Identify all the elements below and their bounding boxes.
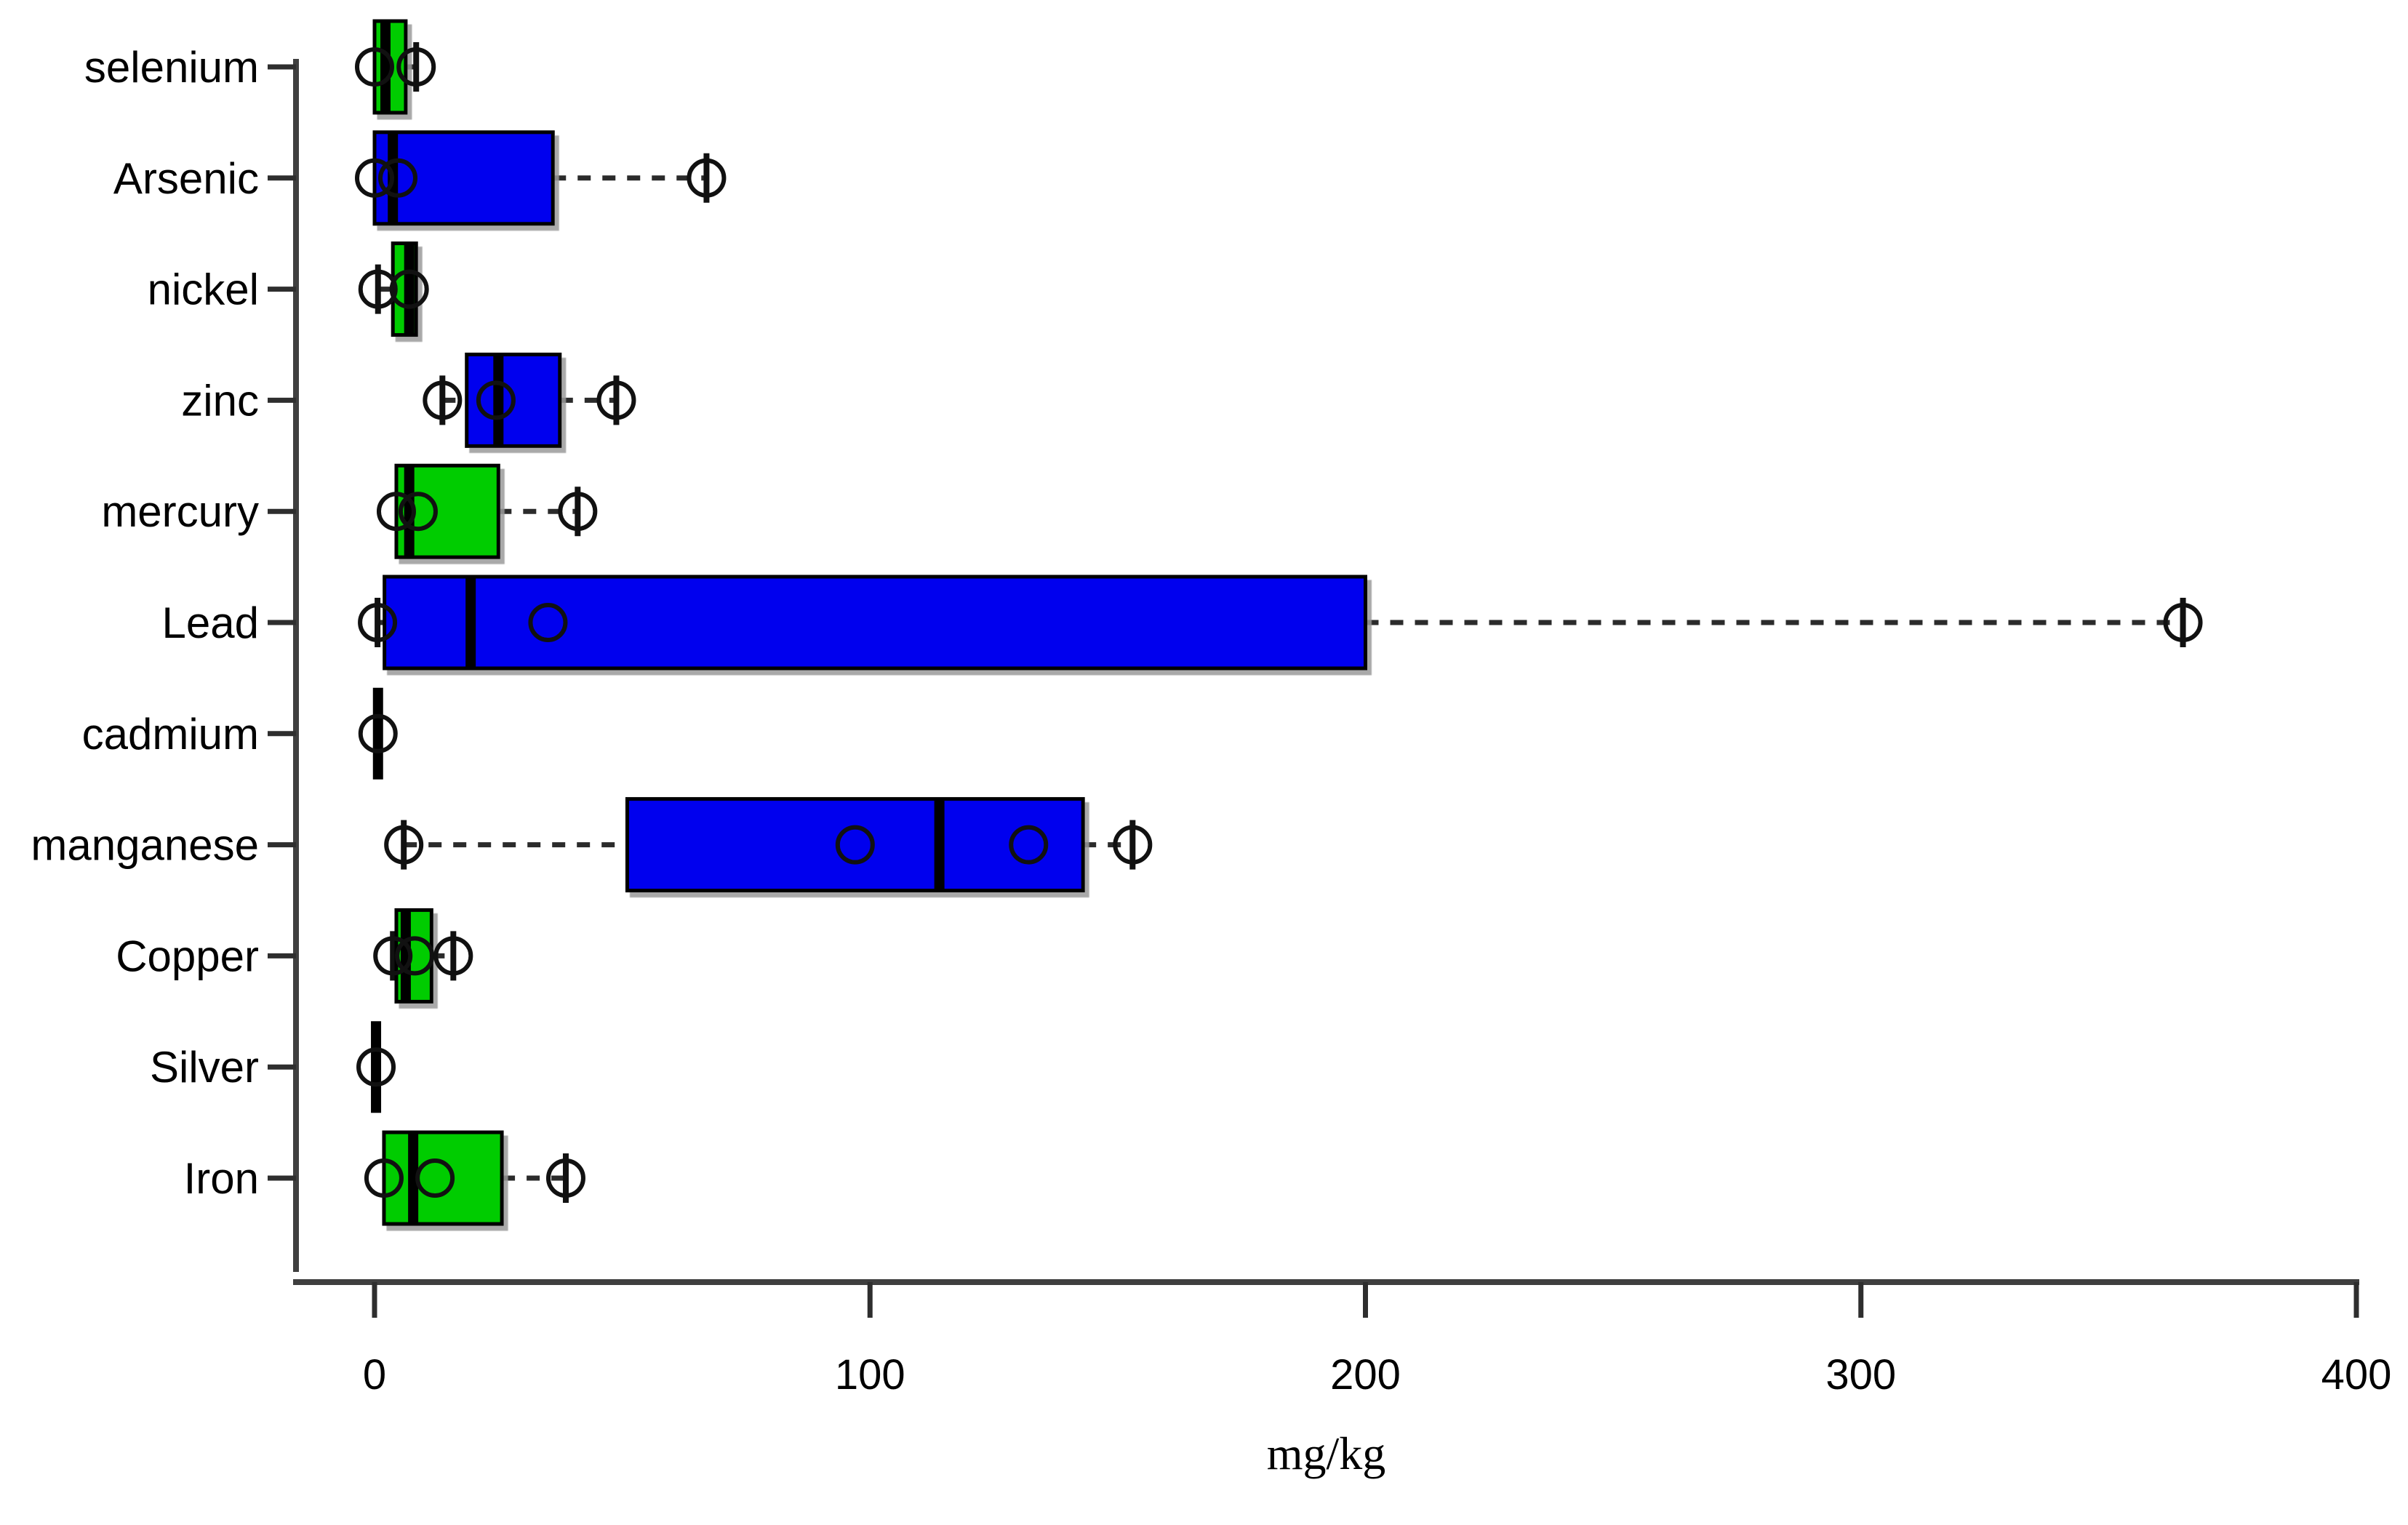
x-tick-label-300: 300 — [1825, 1351, 1896, 1398]
data-point-manganese-3 — [1113, 825, 1153, 865]
category-label-zinc: zinc — [181, 376, 259, 425]
box-Lead — [383, 575, 1367, 671]
category-label-Lead: Lead — [162, 599, 259, 647]
data-point-Lead-1 — [528, 603, 568, 642]
data-point-manganese-2 — [1009, 825, 1049, 865]
category-label-Copper: Copper — [116, 932, 259, 980]
data-point-zinc-1 — [476, 380, 516, 420]
data-point-Copper-2 — [433, 936, 473, 976]
data-point-nickel-0 — [358, 269, 398, 309]
category-label-Silver: Silver — [150, 1043, 259, 1092]
category-label-Arsenic: Arsenic — [113, 154, 259, 203]
data-point-Copper-0 — [373, 936, 413, 976]
category-label-mercury: mercury — [101, 487, 259, 536]
data-point-manganese-0 — [384, 825, 424, 865]
data-point-Arsenic-1 — [378, 158, 418, 198]
data-point-Iron-0 — [364, 1158, 404, 1198]
data-point-manganese-1 — [835, 825, 875, 865]
data-point-Iron-1 — [415, 1158, 455, 1198]
data-point-cadmium-0 — [358, 713, 398, 753]
data-point-zinc-2 — [596, 380, 636, 420]
data-point-Lead-2 — [2163, 603, 2203, 642]
box-Iron — [382, 1130, 504, 1226]
x-axis-label: mg/kg — [1266, 1428, 1386, 1479]
data-point-mercury-2 — [558, 492, 598, 532]
data-point-Arsenic-0 — [355, 158, 394, 198]
x-tick-label-200: 200 — [1330, 1351, 1401, 1398]
category-label-cadmium: cadmium — [82, 710, 259, 759]
data-point-mercury-0 — [376, 492, 416, 532]
data-point-zinc-0 — [423, 380, 463, 420]
x-tick-label-0: 0 — [363, 1351, 386, 1398]
data-point-Iron-2 — [545, 1158, 585, 1198]
category-label-nickel: nickel — [148, 265, 259, 314]
category-label-manganese: manganese — [31, 821, 259, 870]
data-point-Lead-0 — [358, 603, 398, 642]
data-point-nickel-1 — [389, 269, 429, 309]
data-point-Copper-1 — [395, 936, 435, 976]
data-point-mercury-1 — [398, 492, 438, 532]
x-tick-label-400: 400 — [2321, 1351, 2392, 1398]
x-tick-label-100: 100 — [835, 1351, 905, 1398]
data-point-selenium-1 — [396, 47, 436, 87]
data-point-selenium-0 — [355, 47, 394, 87]
category-label-Iron: Iron — [184, 1154, 259, 1203]
box-manganese — [625, 797, 1085, 893]
box-Arsenic — [372, 130, 555, 226]
category-label-selenium: selenium — [84, 43, 259, 92]
data-point-Arsenic-2 — [687, 158, 727, 198]
data-point-Silver-0 — [356, 1047, 396, 1087]
